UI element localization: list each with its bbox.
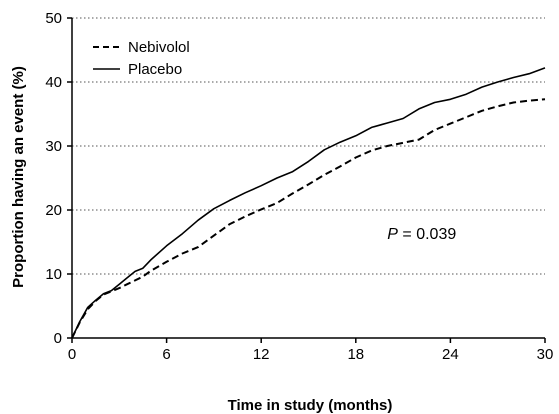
- x-tick-label-30: 30: [537, 346, 554, 363]
- x-tick-label-12: 12: [253, 346, 270, 363]
- legend-label-placebo: Placebo: [128, 61, 182, 78]
- x-tick-label-24: 24: [442, 346, 459, 363]
- y-axis-title: Proportion having an event (%): [10, 66, 27, 288]
- y-tick-label-40: 40: [45, 74, 62, 91]
- p-value-text: = 0.039: [398, 226, 456, 243]
- tick-labels: 0 10 20 30 40 50 0 6 12 18 24 30: [45, 10, 553, 363]
- x-axis-title: Time in study (months): [228, 397, 393, 414]
- y-tick-label-0: 0: [54, 330, 62, 347]
- x-tick-label-18: 18: [347, 346, 364, 363]
- y-tick-label-20: 20: [45, 202, 62, 219]
- legend-label-nebivolol: Nebivolol: [128, 39, 190, 56]
- x-tick-label-0: 0: [68, 346, 76, 363]
- y-tick-label-30: 30: [45, 138, 62, 155]
- legend: Nebivolol Placebo: [93, 39, 190, 78]
- p-value-symbol: P: [387, 226, 398, 243]
- y-tick-label-50: 50: [45, 10, 62, 27]
- y-tick-label-10: 10: [45, 266, 62, 283]
- axes: [67, 17, 546, 343]
- gridlines: [72, 17, 545, 275]
- p-value-annotation: P = 0.039: [387, 226, 456, 243]
- series-lines: [71, 67, 546, 339]
- series-line-placebo: [71, 67, 546, 339]
- series-line-nebivolol: [71, 98, 546, 339]
- x-tick-label-6: 6: [162, 346, 170, 363]
